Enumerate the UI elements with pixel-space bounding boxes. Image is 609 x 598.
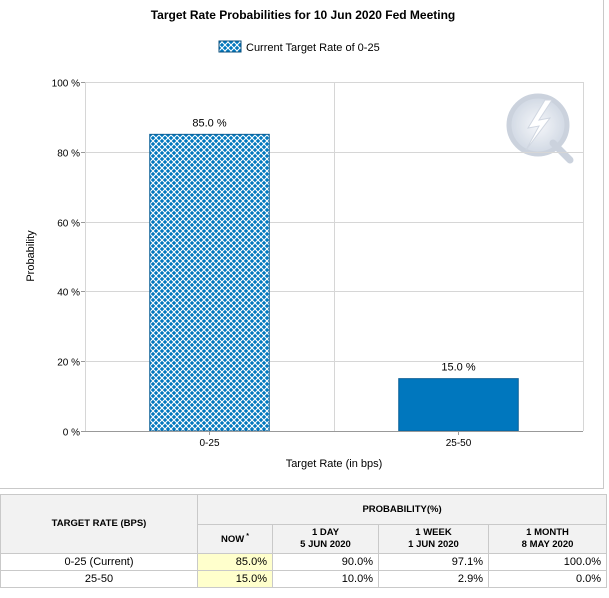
cell-1-month: 0.0% bbox=[487, 570, 608, 588]
row-label: 0-25 (Current) bbox=[0, 553, 198, 571]
cell-1-day: 90.0% bbox=[272, 553, 379, 571]
chart-title: Target Rate Probabilities for 10 Jun 202… bbox=[151, 8, 456, 22]
col-header-now: NOW * bbox=[197, 524, 273, 554]
col-header-1-week: 1 WEEK 1 JUN 2020 bbox=[378, 524, 489, 554]
x-tick-label: 0-25 bbox=[199, 438, 219, 449]
y-axis-ticks: 0 % 20 % 40 % 60 % 80 % 100 % bbox=[52, 79, 85, 439]
bars: 85.0 % 15.0 % bbox=[149, 117, 519, 432]
cell-now: 85.0% bbox=[197, 553, 273, 571]
y-tick-label: 100 % bbox=[52, 79, 80, 90]
y-axis-label: Probability bbox=[25, 230, 37, 282]
row-label: 25-50 bbox=[0, 570, 198, 588]
col-header-1-week-line2: 1 JUN 2020 bbox=[408, 539, 459, 550]
x-tick-label: 25-50 bbox=[446, 438, 472, 449]
table-row: 25-50 15.0% 10.0% 2.9% 0.0% bbox=[0, 570, 608, 588]
col-header-1-day: 1 DAY 5 JUN 2020 bbox=[272, 524, 379, 554]
col-header-1-day-line1: 1 DAY bbox=[311, 527, 340, 538]
y-tick-label: 80 % bbox=[57, 149, 80, 160]
chart-legend: Current Target Rate of 0-25 bbox=[218, 40, 380, 54]
x-axis-ticks: 0-25 25-50 bbox=[85, 431, 583, 449]
x-axis-label: Target Rate (in bps) bbox=[286, 458, 383, 470]
data-label-25-50: 15.0 % bbox=[441, 362, 475, 374]
y-tick-label: 60 % bbox=[57, 219, 80, 230]
cell-1-day: 10.0% bbox=[272, 570, 379, 588]
data-label-0-25: 85.0 % bbox=[192, 117, 226, 129]
col-header-1-month-line2: 8 MAY 2020 bbox=[521, 539, 574, 550]
probability-bar-chart: Target Rate Probabilities for 10 Jun 202… bbox=[25, 8, 584, 470]
target-rate-header: TARGET RATE (BPS) bbox=[0, 494, 198, 554]
y-tick-label: 0 % bbox=[63, 428, 80, 439]
col-header-now-label: NOW bbox=[221, 534, 245, 546]
col-header-1-day-line2: 5 JUN 2020 bbox=[300, 539, 351, 550]
watermark-logo bbox=[506, 93, 574, 164]
col-header-1-month-line1: 1 MONTH bbox=[526, 527, 569, 538]
col-header-now-star: * bbox=[246, 533, 249, 541]
cell-1-week: 2.9% bbox=[378, 570, 489, 588]
cell-now: 15.0% bbox=[197, 570, 273, 588]
cell-1-month: 100.0% bbox=[487, 553, 608, 571]
y-tick-label: 20 % bbox=[57, 358, 80, 369]
bar-25-50 bbox=[398, 378, 519, 432]
legend-label: Current Target Rate of 0-25 bbox=[246, 42, 380, 54]
col-header-1-week-line1: 1 WEEK bbox=[415, 527, 452, 538]
bar-0-25 bbox=[149, 133, 270, 432]
y-tick-label: 40 % bbox=[57, 288, 80, 299]
probability-table: TARGET RATE (BPS) PROBABILITY(%) NOW * 1 … bbox=[0, 494, 608, 588]
legend-swatch bbox=[218, 40, 242, 53]
probability-header: PROBABILITY(%) bbox=[196, 494, 608, 525]
table-row: 0-25 (Current) 85.0% 90.0% 97.1% 100.0% bbox=[0, 553, 608, 571]
col-header-1-month: 1 MONTH 8 MAY 2020 bbox=[487, 524, 608, 554]
cell-1-week: 97.1% bbox=[378, 553, 489, 571]
chart-panel: Target Rate Probabilities for 10 Jun 202… bbox=[0, 0, 604, 489]
